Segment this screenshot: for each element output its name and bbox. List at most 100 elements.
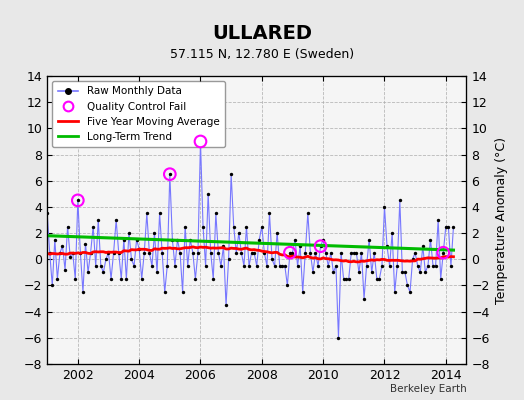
Point (148, 263, 156, 269)
Point (270, 263, 279, 269)
Point (196, 138, 205, 145)
Point (334, 335, 343, 341)
Point (337, 250, 345, 256)
Point (388, 230, 396, 236)
Point (171, 263, 179, 269)
Point (449, 223, 457, 230)
Point (240, 263, 248, 269)
Point (411, 250, 419, 256)
Point (332, 263, 340, 269)
Point (204, 191, 212, 197)
Point (107, 276, 115, 282)
Point (119, 236, 128, 243)
Point (194, 250, 202, 256)
Point (69, 250, 77, 256)
Point (398, 269, 407, 276)
Point (403, 282, 412, 289)
Point (46, 250, 54, 256)
Point (380, 204, 389, 210)
Point (137, 276, 146, 282)
Point (283, 282, 291, 289)
Point (96, 263, 105, 269)
Point (416, 269, 424, 276)
Point (355, 269, 363, 276)
Point (166, 171, 174, 177)
Text: Berkeley Earth: Berkeley Earth (390, 384, 466, 394)
Point (104, 250, 113, 256)
Point (222, 302, 230, 308)
Point (253, 263, 261, 269)
Point (110, 250, 118, 256)
Point (385, 263, 394, 269)
Point (92, 263, 100, 269)
Point (212, 210, 220, 217)
Point (396, 197, 404, 204)
Point (183, 263, 192, 269)
Point (143, 210, 151, 217)
Point (158, 250, 166, 256)
Point (319, 236, 328, 243)
Point (196, 138, 205, 145)
Point (66, 254, 74, 260)
Point (227, 171, 235, 177)
Point (360, 295, 368, 302)
Point (393, 263, 401, 269)
Point (286, 250, 294, 256)
Point (439, 250, 447, 256)
Point (347, 250, 355, 256)
Point (181, 223, 189, 230)
Point (115, 250, 123, 256)
Point (176, 250, 184, 256)
Point (447, 263, 455, 269)
Point (230, 223, 238, 230)
Point (276, 263, 284, 269)
Point (166, 171, 174, 177)
Point (265, 210, 274, 217)
Point (61, 266, 69, 273)
Point (160, 289, 169, 295)
Point (214, 250, 223, 256)
Point (242, 223, 250, 230)
Point (173, 236, 182, 243)
Point (431, 263, 440, 269)
Point (363, 263, 371, 269)
Point (286, 250, 294, 256)
Point (74, 197, 82, 204)
Point (324, 263, 332, 269)
Point (86, 250, 95, 256)
Point (153, 269, 161, 276)
Y-axis label: Temperature Anomaly (°C): Temperature Anomaly (°C) (495, 136, 508, 304)
Point (268, 256, 276, 262)
Point (74, 197, 82, 204)
Text: ULLARED: ULLARED (212, 24, 312, 43)
Point (156, 210, 164, 217)
Point (135, 246, 144, 252)
Point (125, 230, 133, 236)
Point (84, 269, 92, 276)
Point (250, 250, 258, 256)
Point (378, 263, 386, 269)
Point (201, 263, 210, 269)
Point (350, 250, 358, 256)
Point (329, 269, 337, 276)
Point (273, 230, 281, 236)
Point (375, 276, 384, 282)
Point (322, 250, 330, 256)
Point (408, 256, 417, 262)
Point (255, 236, 264, 243)
Point (150, 230, 159, 236)
Point (427, 236, 435, 243)
Point (278, 263, 287, 269)
Point (344, 276, 353, 282)
Point (81, 240, 90, 247)
Point (53, 276, 62, 282)
Point (316, 243, 325, 249)
Point (258, 223, 266, 230)
Point (429, 263, 437, 269)
Point (342, 276, 351, 282)
Point (235, 230, 243, 236)
Point (102, 256, 110, 262)
Point (401, 269, 409, 276)
Point (71, 276, 80, 282)
Point (237, 250, 246, 256)
